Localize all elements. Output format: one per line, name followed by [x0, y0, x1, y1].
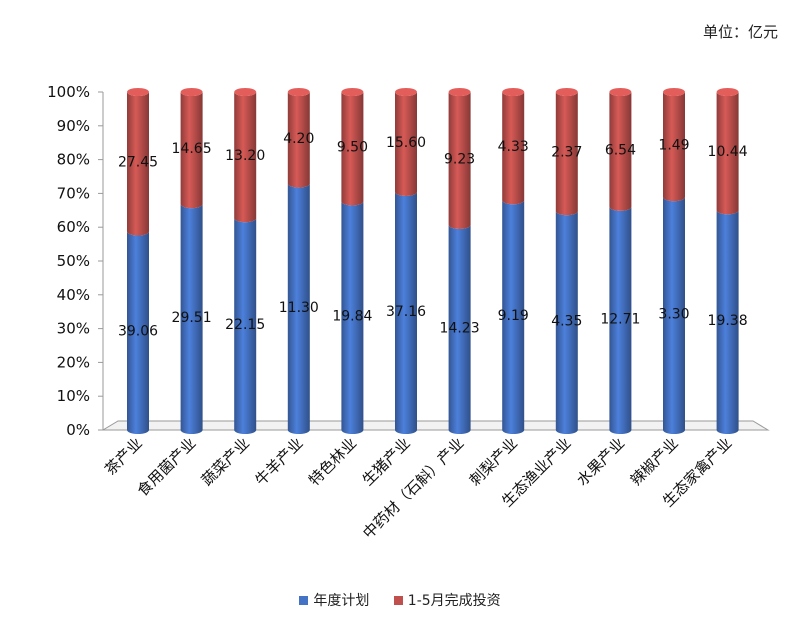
legend-item-invest: 1-5月完成投资	[393, 590, 501, 610]
data-label-plan: 11.30	[279, 300, 319, 316]
data-label-plan: 14.23	[440, 320, 480, 336]
legend-label-invest: 1-5月完成投资	[407, 593, 501, 609]
x-category-label: 特色林业	[305, 434, 360, 489]
bar-top-cap	[341, 88, 364, 96]
x-category-label: 牛羊产业	[251, 434, 306, 489]
x-category-label: 辣椒产业	[627, 434, 682, 489]
data-label-invest: 1.49	[658, 138, 689, 154]
bar-top-cap	[180, 88, 203, 96]
x-category-label: 刺梨产业	[466, 434, 521, 489]
y-tick-label: 50%	[57, 252, 90, 270]
bar-segment-plan	[609, 206, 632, 434]
chart-floor	[101, 420, 770, 431]
data-label-invest: 15.60	[386, 135, 426, 151]
bar-segment-plan	[395, 191, 417, 434]
data-label-plan: 39.06	[118, 324, 158, 340]
bar-segment-invest	[502, 92, 525, 205]
legend-item-plan: 年度计划	[299, 590, 369, 610]
data-label-plan: 19.84	[332, 309, 372, 325]
bar-top-cap	[448, 88, 471, 96]
data-label-invest: 4.33	[498, 139, 529, 155]
data-label-invest: 9.23	[444, 151, 475, 167]
data-label-invest: 13.20	[225, 148, 265, 164]
data-label-plan: 29.51	[172, 310, 212, 326]
bar-segment-plan	[448, 224, 471, 434]
data-label-invest: 6.54	[605, 142, 636, 158]
unit-label: 单位：亿元	[702, 23, 778, 41]
bar-segment-plan	[716, 210, 739, 434]
x-category-label: 茶产业	[101, 434, 146, 479]
bar-top-cap	[127, 88, 149, 96]
bar-segment-invest	[716, 92, 739, 215]
bar-segment-invest	[341, 92, 364, 206]
y-tick-label: 40%	[57, 286, 90, 304]
y-tick-label: 90%	[57, 117, 90, 135]
bar-segment-plan	[555, 211, 578, 434]
bar-segment-invest	[395, 92, 417, 196]
bar-top-cap	[502, 88, 525, 96]
data-label-plan: 12.71	[600, 311, 640, 327]
data-label-invest: 4.20	[283, 131, 314, 147]
y-tick-label: 20%	[57, 353, 90, 371]
bar-top-cap	[555, 88, 578, 96]
bar-segment-plan	[502, 200, 525, 434]
x-category-label: 食用菌产业	[134, 434, 200, 500]
data-label-invest: 9.50	[337, 140, 368, 156]
bar-segment-plan	[127, 231, 149, 434]
bar-top-cap	[663, 88, 685, 96]
bar-segment-invest	[127, 92, 149, 236]
x-category-label: 生猪产业	[359, 434, 414, 489]
data-label-plan: 37.16	[386, 304, 426, 320]
bar-segment-plan	[663, 197, 685, 434]
x-category-label: 水果产业	[573, 434, 628, 489]
y-tick-label: 30%	[57, 320, 90, 338]
y-tick-label: 60%	[57, 218, 90, 236]
legend-label-plan: 年度计划	[313, 593, 370, 609]
bar-segment-invest	[287, 92, 310, 188]
bar-segment-invest	[180, 92, 203, 209]
bar-segment-plan	[180, 204, 203, 434]
data-label-invest: 10.44	[708, 144, 748, 160]
data-label-plan: 4.35	[551, 314, 582, 330]
bar-top-cap	[609, 88, 632, 96]
data-label-invest: 27.45	[118, 155, 158, 171]
x-category-label: 蔬菜产业	[198, 434, 253, 489]
y-tick-label: 100%	[47, 83, 90, 101]
bar-segment-invest	[609, 92, 632, 211]
bar-segment-plan	[287, 183, 310, 434]
data-label-invest: 2.37	[551, 145, 582, 161]
bar-segment-invest	[663, 92, 685, 202]
legend: 年度计划 1-5月完成投资	[0, 590, 800, 610]
bar-top-cap	[234, 88, 257, 96]
data-label-invest: 14.65	[172, 141, 212, 157]
y-tick-label: 10%	[57, 387, 90, 405]
bar-segment-plan	[341, 201, 364, 434]
y-tick-label: 80%	[57, 151, 90, 169]
bar-top-cap	[716, 88, 739, 96]
data-label-plan: 3.30	[658, 307, 689, 323]
bar-top-cap	[287, 88, 310, 96]
bar-segment-invest	[234, 92, 257, 223]
stacked-bar-chart: 0% 10% 20% 30% 40% 50% 60% 70% 80% 90% 100% 39.06 27…	[47, 83, 770, 542]
legend-swatch-invest	[393, 595, 403, 605]
y-tick-label: 0%	[66, 421, 90, 439]
data-label-plan: 19.38	[708, 313, 748, 329]
x-category-label: 中药材（石斛）产业	[359, 434, 467, 542]
y-tick-label: 70%	[57, 184, 90, 202]
bar-top-cap	[395, 88, 417, 96]
data-label-plan: 9.19	[498, 308, 529, 324]
bar-segment-invest	[448, 92, 471, 229]
bar-segment-invest	[555, 92, 578, 216]
data-label-plan: 22.15	[225, 317, 265, 333]
legend-swatch-plan	[299, 595, 309, 605]
bar-segment-plan	[234, 218, 257, 434]
